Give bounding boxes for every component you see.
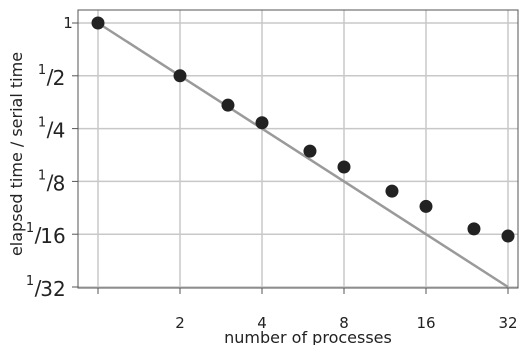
data-point	[337, 160, 351, 174]
y-tick-slash: /	[47, 170, 54, 194]
y-tick-denominator: 2	[53, 66, 66, 90]
y-tick-fraction: 1/2	[38, 63, 66, 90]
y-tick-fraction: 1/16	[26, 221, 66, 248]
data-point	[173, 69, 187, 83]
data-points	[91, 16, 515, 243]
x-tick-label: 32	[498, 314, 517, 332]
x-axis-ticks: 2 4 8 16 32	[97, 288, 518, 332]
y-tick-numerator: 1	[38, 116, 46, 131]
y-tick-slash: /	[47, 118, 54, 142]
y-tick-fraction: 1/8	[38, 168, 66, 195]
y-tick-slash: /	[47, 65, 54, 89]
data-point	[91, 16, 105, 30]
data-point	[255, 116, 269, 130]
y-tick-slash: /	[35, 276, 42, 300]
grid-lines	[78, 10, 518, 288]
data-point	[501, 229, 515, 243]
x-tick-label: 8	[339, 314, 349, 332]
y-tick-fraction: 1/4	[38, 116, 66, 143]
y-tick-numerator: 1	[38, 168, 46, 183]
data-point	[303, 144, 317, 158]
data-point	[385, 184, 399, 198]
y-tick-denominator: 16	[40, 224, 65, 248]
data-point	[467, 222, 481, 236]
ideal-scaling-line	[97, 21, 509, 289]
y-tick-numerator: 1	[26, 221, 34, 236]
y-tick-denominator: 32	[40, 277, 65, 301]
y-tick-denominator: 4	[53, 119, 66, 143]
y-tick-numerator: 1	[38, 63, 46, 78]
plot-frame	[77, 9, 519, 289]
x-tick-label: 2	[175, 314, 185, 332]
y-tick-label: 1	[63, 14, 73, 32]
data-point	[419, 199, 433, 213]
y-tick-fraction: 1/32	[26, 274, 66, 301]
y-tick-slash: /	[35, 223, 42, 247]
y-tick-numerator: 1	[26, 274, 34, 289]
ideal-line-segment	[97, 21, 509, 289]
y-axis-ticks: 11/21/41/81/161/32	[26, 14, 78, 301]
x-tick-label: 4	[257, 314, 267, 332]
data-point	[221, 98, 235, 112]
y-tick-denominator: 8	[53, 171, 66, 195]
y-axis-label: elapsed time / serial time	[7, 52, 26, 256]
x-axis-label: number of processes	[224, 328, 392, 345]
x-tick-label: 16	[416, 314, 435, 332]
